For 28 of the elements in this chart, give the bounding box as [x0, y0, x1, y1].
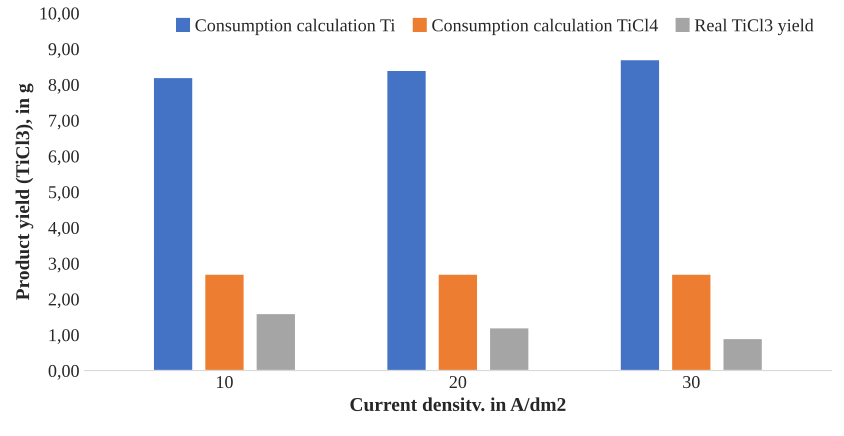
- bar: [488, 327, 530, 371]
- bar: [152, 76, 194, 371]
- bar: [722, 338, 764, 371]
- y-tick-label: 8,00: [48, 78, 79, 94]
- y-tick-label: 4,00: [48, 222, 79, 237]
- y-tick-label: 6,00: [48, 150, 79, 166]
- x-tick-label: 10: [217, 376, 233, 388]
- bar: [437, 273, 478, 371]
- y-tick-label: 10,00: [40, 7, 79, 22]
- x-tick-label: 20: [450, 376, 466, 388]
- bar: [204, 273, 245, 371]
- y-axis-title: Product yield (TiCl3), in g: [16, 84, 34, 300]
- x-tick-label: 30: [683, 376, 700, 388]
- legend-label: Real TiCl3 yield: [694, 18, 814, 36]
- bar: [670, 273, 712, 371]
- y-tick-label: 3,00: [48, 258, 79, 272]
- y-tick-label: 5,00: [48, 186, 79, 201]
- legend-label: Consumption calculation Ti: [195, 18, 396, 36]
- bar: [386, 70, 428, 371]
- x-axis-title: Current densitv. in A/dm2: [350, 397, 566, 412]
- y-tick-label: 1,00: [50, 329, 79, 344]
- y-tick-label: 2,00: [48, 293, 79, 308]
- bar: [619, 58, 660, 371]
- legend-label: Consumption calculation TiCl4: [432, 18, 658, 36]
- y-tick-label: 0,00: [48, 364, 79, 380]
- bar: [255, 312, 296, 371]
- y-tick-label: 7,00: [49, 114, 79, 130]
- y-tick-label: 9,00: [48, 43, 79, 58]
